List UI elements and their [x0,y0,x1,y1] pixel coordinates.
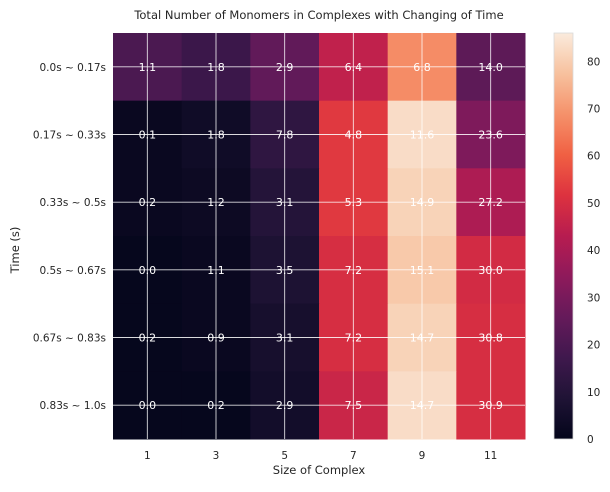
cell-annotation: 6.8 [413,61,431,74]
cell-annotation: 14.7 [410,399,435,412]
cell-annotation: 14.7 [410,332,435,345]
colorbar-tick-labels: 0 10 20 30 40 50 60 70 80 [587,56,600,446]
cell-annotation: 14.9 [410,196,435,209]
cell-annotation: 0.0 [139,264,157,277]
cell-annotation: 0.9 [207,332,225,345]
cell-annotation: 6.4 [345,61,363,74]
colorbar-tick-label: 10 [587,387,600,399]
cell-annotation: 1.1 [207,264,225,277]
x-tick-labels: 1 3 5 7 9 11 [144,450,497,462]
cell-annotation: 1.8 [207,61,225,74]
heatmap-gridlines [113,33,525,439]
x-tick-label: 7 [350,450,357,462]
cell-annotation: 3.1 [276,332,294,345]
cell-annotation: 7.2 [345,264,363,277]
x-tick-label: 9 [419,450,426,462]
colorbar-tick-label: 0 [587,434,594,446]
cell-annotation: 1.2 [207,196,225,209]
y-tick-label: 0.83s ~ 1.0s [40,400,107,412]
cell-annotation: 3.5 [276,264,294,277]
colorbar-tick-label: 30 [587,292,600,304]
cell-annotation: 7.8 [276,129,294,142]
cell-annotation: 0.2 [139,332,157,345]
colorbar-tick-label: 80 [587,56,600,68]
y-axis-label: Time (s) [8,227,22,275]
x-axis-label: Size of Complex [273,463,366,477]
cell-annotation: 1.1 [139,61,157,74]
x-tick-label: 5 [281,450,288,462]
cell-annotation: 5.3 [345,196,363,209]
colorbar-tick-label: 50 [587,198,600,210]
y-tick-label: 0.33s ~ 0.5s [40,197,107,209]
x-tick-label: 3 [213,450,220,462]
colorbar [553,32,574,440]
y-tick-label: 0.5s ~ 0.67s [40,265,107,277]
colorbar-tick-label: 60 [587,151,600,163]
colorbar-tick-label: 70 [587,104,600,116]
heatmap-cells [113,33,526,440]
cell-annotation: 3.1 [276,196,294,209]
cell-annotation: 30.9 [478,399,503,412]
cell-annotations: 1.1 1.8 2.9 6.4 6.8 14.0 0.1 1.8 7.8 4.8 11.6 23.6 0… [139,61,503,412]
cell-annotation: 30.8 [478,332,503,345]
cell-annotation: 27.2 [478,196,503,209]
x-tick-label: 1 [144,450,151,462]
colorbar-tick-label: 40 [587,245,600,257]
y-tick-labels: 0.0s ~ 0.17s 0.17s ~ 0.33s 0.33s ~ 0.5s 0.5… [33,62,106,412]
cell-annotation: 0.2 [207,399,225,412]
y-tick-label: 0.0s ~ 0.17s [40,62,107,74]
colorbar-tick-label: 20 [587,340,600,352]
cell-annotation: 15.1 [410,264,435,277]
y-tick-label: 0.17s ~ 0.33s [33,130,106,142]
cell-annotation: 2.9 [276,61,294,74]
cell-annotation: 11.6 [410,129,435,142]
cell-annotation: 0.2 [139,196,157,209]
cell-annotation: 7.2 [345,332,363,345]
cell-annotation: 23.6 [478,129,503,142]
x-tick-label: 11 [484,450,497,462]
cell-annotation: 14.0 [478,61,503,74]
cell-annotation: 0.0 [139,399,157,412]
cell-annotation: 4.8 [345,129,363,142]
cell-annotation: 7.5 [345,399,363,412]
chart-title: Total Number of Monomers in Complexes wi… [133,8,503,22]
cell-annotation: 0.1 [139,129,157,142]
y-tick-label: 0.67s ~ 0.83s [33,333,106,345]
cell-annotation: 30.0 [478,264,503,277]
cell-annotation: 2.9 [276,399,294,412]
cell-annotation: 1.8 [207,129,225,142]
